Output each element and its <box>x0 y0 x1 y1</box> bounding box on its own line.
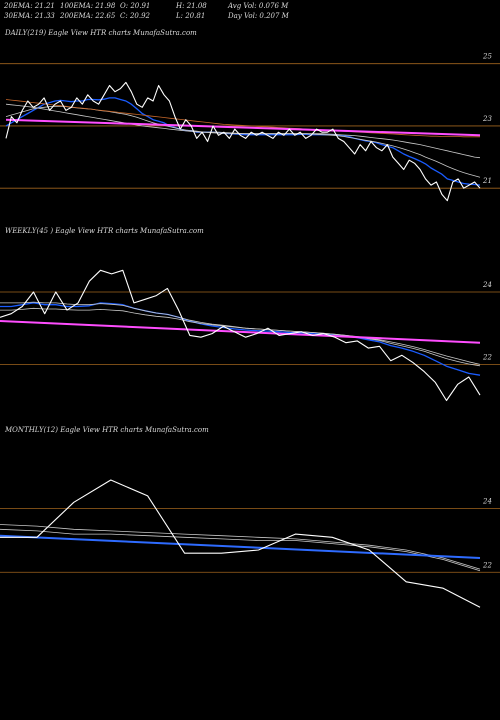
monthly-price-line <box>0 479 481 608</box>
daily-trend-line <box>5 118 481 137</box>
daily-tick-label: 23 <box>482 115 492 123</box>
monthly-ema1-line <box>0 524 481 570</box>
ema100-readout: 100EMA: 21.98 <box>60 2 116 10</box>
avg-volume-readout: Avg Vol: 0.076 M <box>228 2 289 10</box>
daily-ema30-line <box>5 105 481 178</box>
high-readout: H: 21.08 <box>176 2 207 10</box>
weekly-chart-title: WEEKLY(45 ) Eagle View HTR charts Munafa… <box>5 227 204 235</box>
monthly-trend-line <box>0 534 481 559</box>
monthly-chart-title: MONTHLY(12) Eagle View HTR charts Munafa… <box>4 426 209 434</box>
day-volume-readout: Day Vol: 0.207 M <box>228 12 289 20</box>
low-readout: L: 20.81 <box>176 12 206 20</box>
daily-ema20-line <box>5 97 481 186</box>
weekly-tick-label: 22 <box>482 353 492 361</box>
weekly-panel: WEEKLY(45 ) Eagle View HTR charts Munafa… <box>0 227 500 402</box>
daily-tick-label: 25 <box>482 53 492 61</box>
monthly-panel: MONTHLY(12) Eagle View HTR charts Munafa… <box>0 426 500 608</box>
monthly-ema2-line <box>0 528 481 572</box>
weekly-price-line <box>0 269 481 402</box>
close-readout: C: 20.92 <box>120 12 150 20</box>
daily-tick-label: 21 <box>482 177 492 185</box>
daily-price-line <box>5 81 481 202</box>
monthly-tick-label: 24 <box>482 498 492 506</box>
ema20-readout: 20EMA: 21.21 <box>4 2 55 10</box>
daily-panel: DAILY(219) Eagle View HTR charts MunafaS… <box>0 29 500 202</box>
weekly-ema20-line <box>0 302 481 376</box>
weekly-tick-label: 24 <box>482 281 492 289</box>
daily-ema100-line <box>5 103 481 159</box>
daily-ema200-line <box>5 99 480 138</box>
ema30-readout: 30EMA: 21.33 <box>4 12 55 20</box>
monthly-tick-label: 22 <box>482 561 492 569</box>
indicator-header: 20EMA: 21.21 100EMA: 21.98 O: 20.91 H: 2… <box>0 0 500 24</box>
open-readout: O: 20.91 <box>120 2 151 10</box>
weekly-ema100-line <box>0 307 481 365</box>
daily-chart-title: DAILY(219) Eagle View HTR charts MunafaS… <box>4 29 197 37</box>
ema200-readout: 200EMA: 22.65 <box>60 12 116 20</box>
weekly-trend-line <box>0 320 481 344</box>
